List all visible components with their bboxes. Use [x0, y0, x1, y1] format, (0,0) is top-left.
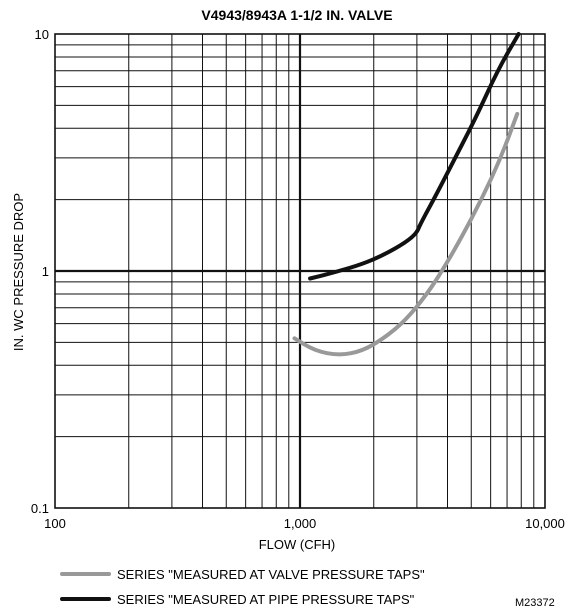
series-layer [292, 32, 521, 357]
y-tick-labels: 0.1 1 10 [31, 27, 49, 516]
series-line-pipe-taps [308, 32, 521, 281]
chart-title: V4943/8943A 1-1/2 IN. VALVE [201, 7, 392, 23]
y-tick-label: 10 [35, 27, 49, 42]
x-tick-labels: 100 1,000 10,000 [44, 516, 565, 531]
legend: SERIES "MEASURED AT VALVE PRESSURE TAPS"… [60, 567, 425, 607]
legend-label: SERIES "MEASURED AT PIPE PRESSURE TAPS" [117, 592, 415, 607]
x-tick-label: 1,000 [284, 516, 317, 531]
x-tick-label: 100 [44, 516, 66, 531]
grid-major-lines [55, 34, 545, 508]
plot-frame [54, 33, 546, 509]
y-tick-label: 1 [42, 264, 49, 279]
legend-label: SERIES "MEASURED AT VALVE PRESSURE TAPS" [117, 567, 425, 582]
x-axis-label: FLOW (CFH) [259, 537, 336, 552]
series-line-valve-taps [292, 111, 520, 357]
y-axis-label: IN. WC PRESSURE DROP [11, 193, 26, 351]
x-tick-label: 10,000 [525, 516, 565, 531]
y-tick-label: 0.1 [31, 501, 49, 516]
figure-id: M23372 [515, 597, 555, 609]
